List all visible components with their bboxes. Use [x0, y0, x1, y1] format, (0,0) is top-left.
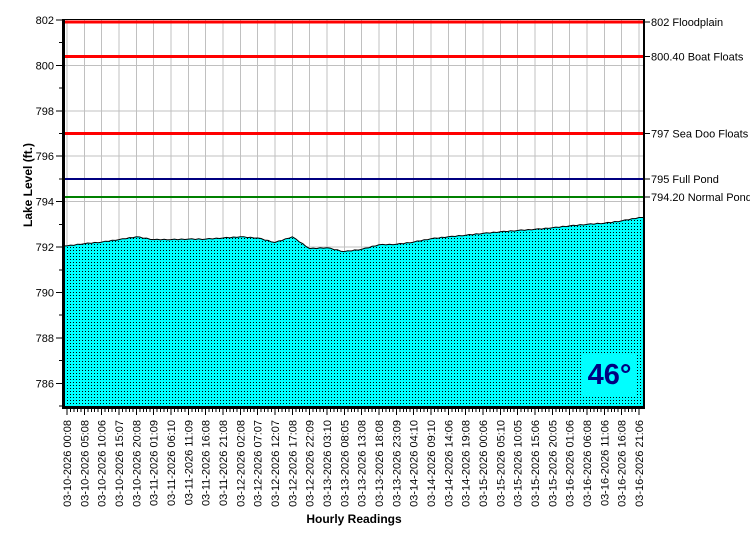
x-tick-label: 03-15-2026 20:05: [547, 420, 559, 507]
plot-right-border: [643, 19, 645, 409]
reference-line-label: 794.20 Normal Pond: [651, 192, 750, 204]
y-tick-label: 796: [36, 151, 54, 163]
x-tick-label: 03-12-2026 07:07: [253, 420, 265, 507]
y-axis-title: Lake Level (ft.): [21, 142, 35, 228]
x-tick-label: 03-15-2026 00:06: [478, 420, 490, 507]
x-tick-label: 03-11-2026 11:09: [183, 420, 195, 505]
x-axis-line: [62, 406, 645, 409]
plot-top-border: [62, 19, 645, 20]
x-tick-label: 03-11-2026 01:09: [149, 420, 161, 506]
x-tick-label: 03-10-2026 15:07: [114, 420, 126, 507]
y-axis-line: [62, 19, 65, 409]
x-tick-label: 03-13-2026 03:10: [322, 420, 334, 507]
x-tick-label: 03-13-2026 13:08: [357, 420, 369, 507]
x-tick-label: 03-10-2026 05:08: [79, 420, 91, 507]
y-tick-label: 794: [36, 197, 54, 209]
lake-level-area: [65, 217, 643, 406]
y-tick-label: 786: [36, 378, 54, 390]
x-tick-label: 03-16-2026 16:08: [617, 420, 629, 507]
x-tick-label: 03-12-2026 12:07: [270, 420, 282, 507]
x-tick-label: 03-10-2026 10:06: [97, 420, 109, 507]
x-tick-label: 03-13-2026 23:09: [391, 420, 403, 507]
x-tick-label: 03-11-2026 21:08: [218, 420, 230, 506]
x-tick-label: 03-16-2026 06:08: [582, 420, 594, 507]
x-tick-label: 03-10-2026 00:08: [62, 420, 74, 507]
x-tick-label: 03-16-2026 01:06: [565, 420, 577, 507]
y-tick-label: 792: [36, 242, 54, 254]
reference-line-label: 800.40 Boat Floats: [651, 51, 744, 63]
x-tick-label: 03-10-2026 20:08: [131, 420, 143, 507]
lake-level-line: [65, 217, 643, 253]
x-tick-label: 03-11-2026 16:08: [201, 420, 213, 506]
temperature-badge: 46°: [583, 353, 636, 397]
reference-line-label: 797 Sea Doo Floats: [651, 129, 749, 141]
x-tick-label: 03-14-2026 04:10: [409, 420, 421, 507]
x-tick-label: 03-11-2026 06:10: [166, 420, 178, 506]
x-tick-label: 03-16-2026 11:06: [599, 420, 611, 506]
x-tick-label: 03-14-2026 14:06: [443, 420, 455, 507]
x-tick-label: 03-15-2026 05:10: [495, 420, 507, 507]
x-tick-label: 03-12-2026 17:08: [287, 420, 299, 507]
y-tick-label: 802: [36, 15, 54, 27]
x-tick-label: 03-12-2026 22:09: [305, 420, 317, 507]
x-tick-label: 03-16-2026 21:06: [634, 420, 646, 507]
x-tick-label: 03-14-2026 09:10: [426, 420, 438, 507]
x-tick-label: 03-13-2026 18:08: [374, 420, 386, 507]
y-tick-label: 798: [36, 106, 54, 118]
reference-line-label: 795 Full Pond: [651, 174, 719, 186]
y-tick-label: 800: [36, 60, 54, 72]
reference-line-label: 802 Floodplain: [651, 17, 723, 29]
x-tick-label: 03-14-2026 19:08: [461, 420, 473, 507]
x-axis-title: Hourly Readings: [306, 512, 402, 526]
y-tick-label: 790: [36, 287, 54, 299]
y-tick-label: 788: [36, 333, 54, 345]
x-tick-label: 03-15-2026 10:05: [513, 420, 525, 507]
x-tick-label: 03-13-2026 08:05: [339, 420, 351, 507]
x-tick-label: 03-12-2026 02:08: [235, 420, 247, 507]
x-tick-label: 03-15-2026 15:06: [530, 420, 542, 507]
